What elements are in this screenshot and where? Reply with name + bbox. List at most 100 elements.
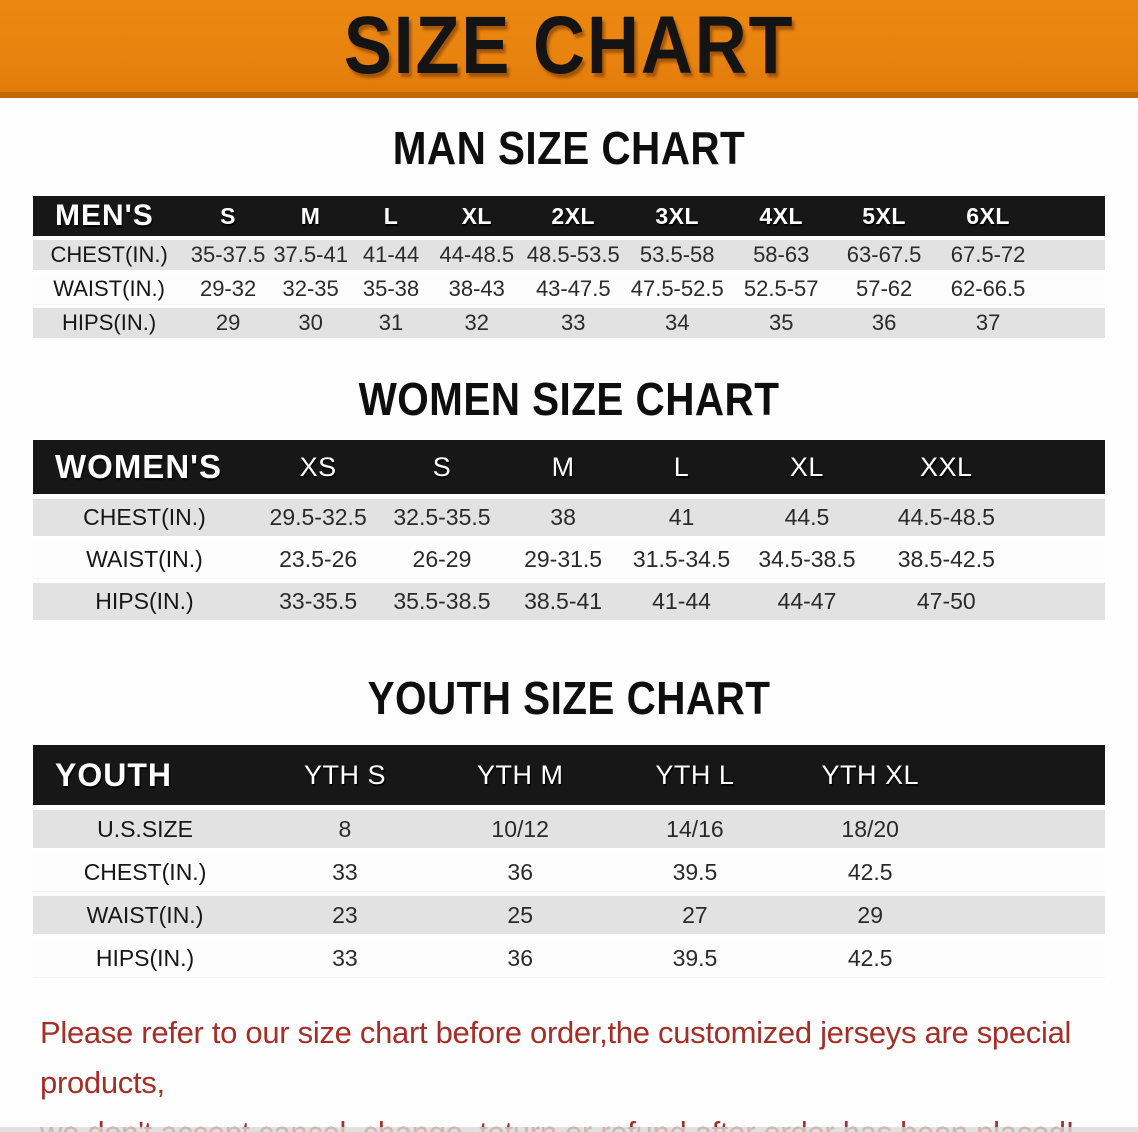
size-value: 36 [832, 308, 936, 338]
row-label: HIPS(IN.) [33, 308, 186, 338]
row-label: WAIST(IN.) [33, 896, 258, 934]
size-value: 39.5 [607, 939, 783, 977]
women-section-title: WOMEN SIZE CHART [358, 373, 780, 425]
size-value: 14/16 [607, 810, 783, 848]
disclaimer-line-1: Please refer to our size chart before or… [40, 1015, 1072, 1100]
filler-cell [958, 745, 1105, 805]
column-header: L [622, 440, 741, 494]
size-value: 29.5-32.5 [255, 499, 381, 536]
banner: SIZE CHART [0, 0, 1138, 98]
size-value: 31.5-34.5 [622, 541, 741, 578]
column-header: XL [740, 440, 874, 494]
table-row: U.S.SIZE 8 10/12 14/16 18/20 [33, 810, 1105, 848]
size-value: 38.5-41 [503, 583, 623, 620]
disclaimer: Please refer to our size chart before or… [40, 1008, 1138, 1132]
filler-cell [1019, 583, 1105, 620]
size-value: 33 [257, 853, 433, 891]
size-value: 32.5-35.5 [380, 499, 504, 536]
size-value: 29 [782, 896, 959, 934]
size-value: 44-48.5 [431, 240, 522, 270]
table-row: HIPS(IN.) 29 30 31 32 33 34 35 36 37 [33, 308, 1105, 338]
filler-cell [958, 853, 1105, 891]
row-label: U.S.SIZE [33, 810, 258, 848]
table-header-row: MEN'S S M L XL 2XL 3XL 4XL 5XL 6XL [33, 196, 1105, 236]
column-header: M [270, 196, 351, 236]
size-value: 18/20 [782, 810, 959, 848]
corner-label: MEN'S [33, 196, 186, 236]
size-value: 36 [432, 853, 608, 891]
size-value: 36 [432, 939, 608, 977]
column-header: XXL [873, 440, 1020, 494]
size-value: 48.5-53.5 [521, 240, 625, 270]
column-header: S [185, 196, 271, 236]
size-value: 34.5-38.5 [740, 541, 874, 578]
row-label: HIPS(IN.) [33, 583, 256, 620]
size-value: 44.5-48.5 [873, 499, 1020, 536]
row-label: WAIST(IN.) [33, 274, 186, 304]
row-label: CHEST(IN.) [33, 853, 258, 891]
size-value: 58-63 [729, 240, 833, 270]
filler-cell [958, 896, 1105, 934]
size-value: 10/12 [432, 810, 608, 848]
size-value: 44-47 [740, 583, 874, 620]
column-header: YTH S [257, 745, 433, 805]
size-value: 41-44 [350, 240, 432, 270]
filler-cell [1040, 196, 1105, 236]
filler-cell [1040, 274, 1105, 304]
column-header: S [380, 440, 504, 494]
size-value: 29-31.5 [503, 541, 623, 578]
size-value: 25 [432, 896, 608, 934]
page-title: SIZE CHART [343, 0, 795, 91]
row-label: HIPS(IN.) [33, 939, 258, 977]
size-value: 43-47.5 [521, 274, 625, 304]
size-value: 32-35 [270, 274, 351, 304]
size-value: 23 [257, 896, 433, 934]
column-header: XS [255, 440, 381, 494]
size-value: 29-32 [185, 274, 271, 304]
filler-cell [1019, 499, 1105, 536]
column-header: 6XL [935, 196, 1041, 236]
size-value: 63-67.5 [832, 240, 936, 270]
filler-cell [958, 939, 1105, 977]
size-value: 38-43 [431, 274, 522, 304]
column-header: M [503, 440, 623, 494]
table-row: WAIST(IN.) 29-32 32-35 35-38 38-43 43-47.5 47.… [33, 274, 1105, 304]
size-value: 37.5-41 [270, 240, 351, 270]
table-row: CHEST(IN.) 33 36 39.5 42.5 [33, 853, 1105, 891]
size-value: 34 [624, 308, 730, 338]
size-value: 33 [521, 308, 625, 338]
row-label: CHEST(IN.) [33, 499, 256, 536]
size-value: 41-44 [622, 583, 741, 620]
size-value: 33 [257, 939, 433, 977]
column-header: XL [431, 196, 522, 236]
size-value: 41 [622, 499, 741, 536]
size-value: 38 [503, 499, 623, 536]
table-row: CHEST(IN.) 35-37.5 37.5-41 41-44 44-48.5 48.5… [33, 240, 1105, 270]
filler-cell [958, 810, 1105, 848]
size-value: 52.5-57 [729, 274, 833, 304]
size-value: 31 [350, 308, 432, 338]
row-label: CHEST(IN.) [33, 240, 186, 270]
men-section-title: MAN SIZE CHART [392, 122, 746, 174]
size-value: 35.5-38.5 [380, 583, 504, 620]
size-value: 30 [270, 308, 351, 338]
column-header: 3XL [624, 196, 730, 236]
table-row: CHEST(IN.) 29.5-32.5 32.5-35.5 38 41 44.5 44.5… [33, 499, 1105, 536]
column-header: YTH L [607, 745, 783, 805]
row-label: WAIST(IN.) [33, 541, 256, 578]
size-value: 26-29 [380, 541, 504, 578]
size-value: 47-50 [873, 583, 1020, 620]
size-value: 35-37.5 [185, 240, 271, 270]
size-value: 35-38 [350, 274, 432, 304]
filler-cell [1019, 440, 1105, 494]
size-value: 29 [185, 308, 271, 338]
size-value: 23.5-26 [255, 541, 381, 578]
table-row: HIPS(IN.) 33-35.5 35.5-38.5 38.5-41 41-44 44-… [33, 583, 1105, 620]
table-header-row: WOMEN'S XS S M L XL XXL [33, 440, 1105, 494]
filler-cell [1019, 541, 1105, 578]
size-value: 62-66.5 [935, 274, 1041, 304]
table-header-row: YOUTH YTH S YTH M YTH L YTH XL [33, 745, 1105, 805]
filler-cell [1040, 308, 1105, 338]
size-value: 32 [431, 308, 522, 338]
